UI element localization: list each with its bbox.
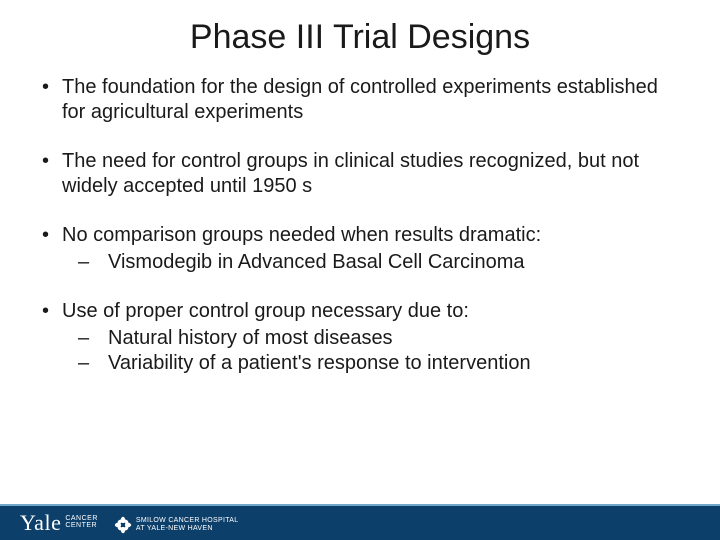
smilow-line1: SMILOW CANCER HOSPITAL	[136, 517, 239, 525]
smilow-logo: SMILOW CANCER HOSPITAL AT YALE-NEW HAVEN	[114, 516, 239, 536]
slide-title: Phase III Trial Designs	[0, 0, 720, 67]
cancer-line1: CANCER	[65, 515, 98, 522]
slide-content: The foundation for the design of control…	[0, 67, 720, 376]
cancer-center-label: CANCER CENTER	[65, 515, 98, 529]
smilow-label: SMILOW CANCER HOSPITAL AT YALE-NEW HAVEN	[136, 517, 239, 532]
yale-wordmark: Yale	[20, 510, 61, 536]
sub-item: Variability of a patient's response to i…	[62, 351, 682, 376]
footer: Yale CANCER CENTER	[0, 492, 720, 540]
bullet-item: The foundation for the design of control…	[38, 75, 682, 125]
sub-item: Natural history of most diseases	[62, 326, 682, 351]
bullet-text: The foundation for the design of control…	[62, 76, 658, 123]
slide: Phase III Trial Designs The foundation f…	[0, 0, 720, 540]
yale-logo: Yale CANCER CENTER	[20, 510, 98, 536]
footer-logos: Yale CANCER CENTER	[20, 510, 238, 536]
bullet-text: Use of proper control group necessary du…	[62, 300, 469, 322]
bullet-text: No comparison groups needed when results…	[62, 224, 541, 246]
bullet-text: The need for control groups in clinical …	[62, 150, 639, 197]
bullet-item: No comparison groups needed when results…	[38, 223, 682, 275]
bullet-item: Use of proper control group necessary du…	[38, 299, 682, 376]
sub-list: Vismodegib in Advanced Basal Cell Carcin…	[62, 250, 682, 275]
sub-item: Vismodegib in Advanced Basal Cell Carcin…	[62, 250, 682, 275]
bullet-list: The foundation for the design of control…	[38, 75, 682, 376]
sub-list: Natural history of most diseases Variabi…	[62, 326, 682, 376]
smilow-line2: AT YALE-NEW HAVEN	[136, 525, 239, 533]
smilow-flower-icon	[114, 516, 132, 534]
cancer-line2: CENTER	[65, 522, 98, 529]
bullet-item: The need for control groups in clinical …	[38, 149, 682, 199]
